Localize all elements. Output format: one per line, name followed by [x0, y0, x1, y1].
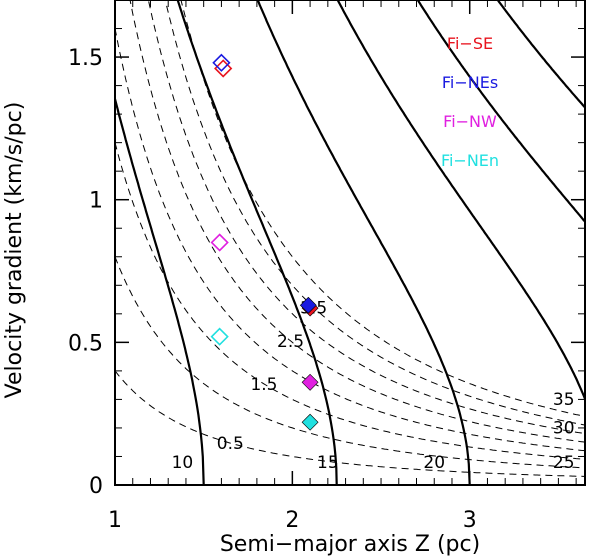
y-tick-label: 0.5 — [68, 331, 103, 356]
filled-diamond-marker — [299, 296, 317, 314]
solid-curve — [416, 0, 585, 224]
solid-curve — [115, 98, 205, 485]
y-tick-label: 1.5 — [68, 46, 103, 71]
solid-curve — [256, 0, 471, 485]
open-diamond-marker — [210, 327, 229, 346]
x-tick-label: 1 — [108, 508, 122, 533]
dashed-curve — [129, 0, 585, 443]
dashed-curve — [115, 28, 585, 452]
legend-entry: Fi−NW — [443, 112, 497, 131]
axis-ticks: 1 2 300.511.5 — [68, 0, 585, 533]
solid-curve — [336, 0, 585, 403]
solid-curve-label: 15 — [317, 453, 339, 473]
y-tick-label: 1 — [89, 189, 103, 214]
dashed-curve — [164, 0, 585, 426]
dashed-curve — [115, 256, 585, 469]
open-diamond-marker — [214, 59, 233, 78]
dashed-curve-label: 0.5 — [217, 434, 244, 454]
legend: Fi−SE Fi−NEs Fi−NW Fi−NEn — [441, 34, 499, 170]
x-axis-title: Semi−major axis Z (pc) — [220, 532, 480, 557]
solid-curve-label: 35 — [553, 390, 575, 410]
filled-diamond-marker — [301, 413, 319, 431]
model-curves — [115, 0, 585, 485]
open-diamond-marker — [210, 233, 229, 252]
solid-curve — [176, 0, 338, 485]
dashed-curve-label: 2.5 — [277, 332, 304, 352]
dashed-curve-label: 1.5 — [250, 375, 277, 395]
solid-curve-label: 30 — [553, 419, 575, 439]
legend-entry: Fi−NEs — [442, 73, 498, 92]
plot-frame — [114, 0, 586, 486]
filled-diamond-marker — [301, 373, 319, 391]
y-axis-title: Velocity gradient (km/s/pc) — [2, 102, 27, 399]
dashed-curve — [115, 142, 585, 460]
y-tick-label: 0 — [89, 474, 103, 499]
x-tick-label: 3 — [463, 508, 477, 533]
dashed-curve — [147, 0, 585, 435]
legend-entry: Fi−SE — [447, 34, 493, 53]
open-diamond-marker — [212, 53, 231, 72]
x-tick-label: 2 — [285, 508, 299, 533]
dashed-curve — [115, 370, 585, 477]
solid-curve-label: 25 — [553, 453, 575, 473]
legend-entry: Fi−NEn — [441, 151, 499, 170]
solid-curve-label: 20 — [423, 453, 445, 473]
solid-curve-label: 10 — [172, 453, 194, 473]
data-markers — [210, 53, 319, 431]
